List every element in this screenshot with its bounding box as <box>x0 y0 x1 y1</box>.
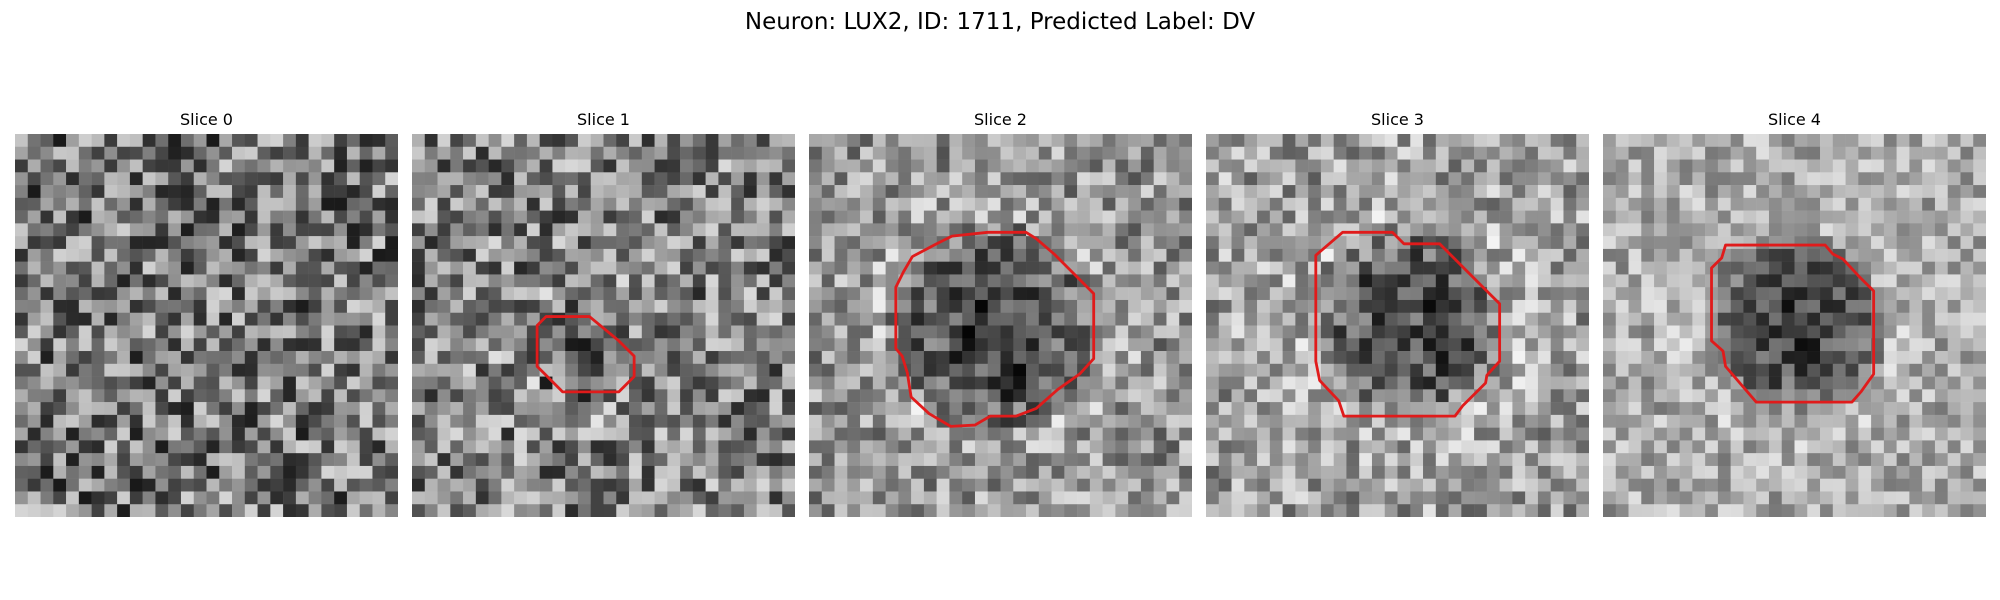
slice-title: Slice 3 <box>1371 110 1424 129</box>
slice-title: Slice 2 <box>974 110 1027 129</box>
slice-panel-4: Slice 4 <box>1603 110 1986 517</box>
slice-image <box>1206 134 1589 517</box>
slice-panel-1: Slice 1 <box>412 110 795 517</box>
roi-contour <box>1710 243 1876 404</box>
slice-title: Slice 1 <box>577 110 630 129</box>
roi-contour <box>535 315 636 394</box>
roi-contour <box>1314 230 1502 418</box>
figure-title: Neuron: LUX2, ID: 1711, Predicted Label:… <box>744 9 1256 35</box>
slice-panel-0: Slice 0 <box>15 110 398 517</box>
slice-title: Slice 0 <box>180 110 233 129</box>
slice-panel-2: Slice 2 <box>809 110 1192 517</box>
slice-image <box>809 134 1192 517</box>
roi-contour <box>894 230 1096 428</box>
slice-panel-3: Slice 3 <box>1206 110 1589 517</box>
slice-image <box>1603 134 1986 517</box>
slice-title: Slice 4 <box>1768 110 1821 129</box>
slice-image <box>412 134 795 517</box>
slice-image <box>15 134 398 517</box>
